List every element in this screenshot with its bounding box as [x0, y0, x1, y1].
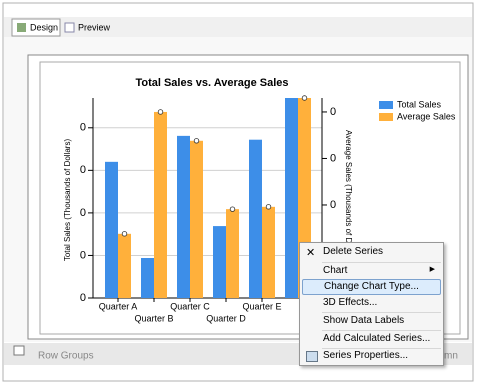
- tab-label[interactable]: Design: [30, 22, 58, 32]
- menu-item[interactable]: Series Properties...: [323, 350, 409, 361]
- x-tick-label: Quarter B: [134, 313, 173, 323]
- chart-title: Total Sales vs. Average Sales: [135, 77, 288, 89]
- y-tick-label: 0: [80, 249, 86, 261]
- y2-axis-title: Average Sales (Thousands of D: [344, 130, 353, 243]
- bar: [141, 258, 154, 298]
- menu-item[interactable]: Add Calculated Series...: [323, 333, 431, 344]
- bar: [190, 140, 203, 298]
- design-icon: [17, 23, 26, 32]
- row-groups-label: Row Groups: [38, 351, 94, 362]
- tab-bar: [4, 17, 472, 37]
- marker: [193, 138, 200, 144]
- legend-swatch: [379, 113, 393, 121]
- tab-label[interactable]: Preview: [78, 22, 111, 32]
- bar: [285, 98, 298, 298]
- bar: [118, 233, 131, 298]
- chart-border: [39, 61, 461, 335]
- marker: [157, 109, 164, 115]
- y-tick-label: 0: [80, 164, 86, 176]
- column-groups-label: mn: [444, 351, 458, 362]
- preview-icon: [64, 22, 75, 33]
- marker: [265, 204, 272, 210]
- menu-item[interactable]: Delete Series: [323, 246, 384, 257]
- properties-icon: [306, 351, 318, 362]
- menu-item[interactable]: Change Chart Type...: [302, 279, 441, 295]
- bar: [177, 135, 190, 298]
- separator: [322, 312, 441, 313]
- marker: [301, 95, 308, 101]
- bar: [262, 206, 275, 298]
- legend-swatch: [379, 101, 393, 109]
- x-tick-label: Quarter C: [170, 301, 210, 311]
- bar: [226, 209, 239, 298]
- legend-label: Average Sales: [397, 111, 456, 121]
- context-menu: ✕ Delete Series Chart ▶ Change Chart Typ…: [299, 242, 444, 366]
- x-tick-label: Quarter A: [99, 301, 138, 311]
- x-tick-label: Quarter D: [206, 313, 246, 323]
- y2-tick-label: 0: [330, 199, 336, 211]
- marker: [229, 206, 236, 212]
- bar: [154, 111, 167, 298]
- bar: [105, 161, 118, 298]
- y-axis-title: Total Sales (Thousands of Dollars): [63, 139, 72, 262]
- marker: [121, 231, 128, 237]
- separator: [322, 262, 441, 263]
- x-tick-label: Quarter E: [242, 301, 281, 311]
- submenu-arrow: ▶: [429, 266, 435, 273]
- y-tick-label: 0: [80, 207, 86, 219]
- y-tick-label: 0: [80, 292, 86, 304]
- row-groups-icon: [13, 345, 25, 356]
- menu-item[interactable]: Show Data Labels: [323, 315, 405, 326]
- legend-label: Total Sales: [397, 99, 442, 109]
- separator: [322, 330, 441, 331]
- y2-tick-label: 0: [330, 152, 336, 164]
- separator: [322, 348, 441, 349]
- bar: [249, 139, 262, 298]
- y2-tick-label: 0: [330, 106, 336, 118]
- menu-item[interactable]: Chart: [323, 265, 348, 276]
- close-icon: ✕: [306, 247, 316, 259]
- bar: [213, 226, 226, 298]
- y-tick-label: 0: [80, 122, 86, 134]
- menu-item[interactable]: 3D Effects...: [323, 297, 378, 308]
